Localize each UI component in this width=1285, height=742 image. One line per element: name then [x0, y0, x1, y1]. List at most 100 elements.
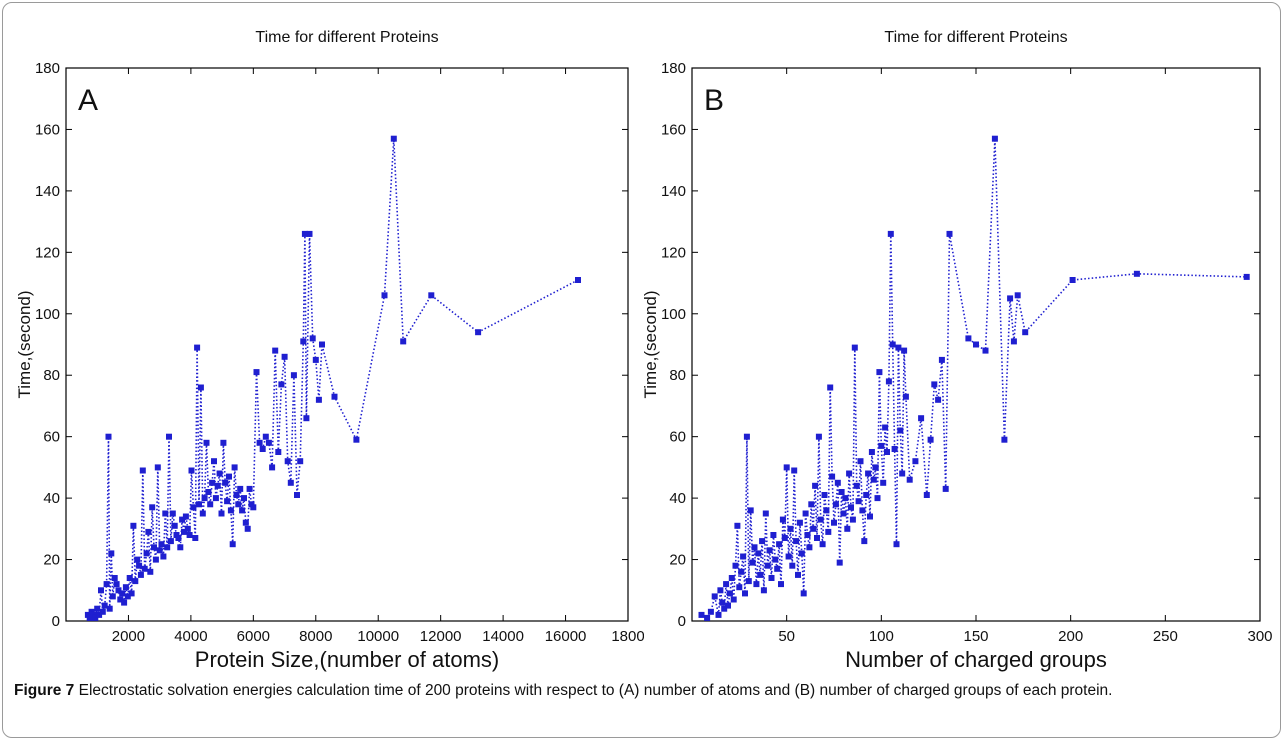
- panel-a-data-point: [220, 439, 227, 446]
- panel-b-data-point: [853, 482, 860, 489]
- panel-b-data-point: [859, 507, 866, 514]
- panel-a-data-point: [94, 605, 101, 612]
- panel-b-data-point: [863, 492, 870, 498]
- panel-b-xtick-label: 100: [869, 628, 894, 645]
- panel-a-data-point: [169, 510, 176, 517]
- panel-a-ytick-label: 100: [35, 306, 60, 323]
- panel-b-data-point: [825, 528, 832, 535]
- panel-a-data-point: [207, 501, 214, 508]
- panel-b-data-point: [717, 587, 724, 594]
- panel-b-data-point: [836, 559, 843, 566]
- panel-a-data-point: [309, 335, 316, 342]
- panel-b-data-point: [897, 427, 904, 434]
- panel-b-data-point: [789, 562, 796, 569]
- panel-b-data-point: [927, 436, 934, 443]
- panel-b-data-point: [751, 544, 758, 551]
- panel-b-data-point: [726, 590, 733, 597]
- panel-a-data-point: [103, 581, 110, 588]
- panel-a-data-point: [331, 393, 338, 400]
- panel-b-data-point: [865, 470, 872, 477]
- panel-b-data-point: [982, 347, 989, 354]
- panel-b-data-point: [1014, 292, 1021, 299]
- panel-a-data-point: [139, 467, 146, 474]
- panel-a-ytick-label: 0: [52, 613, 60, 630]
- panel-b-data-point: [874, 495, 881, 502]
- panel-b-data-point: [861, 538, 868, 545]
- panel-b-data-point: [723, 581, 730, 588]
- panel-b-data-point: [817, 516, 824, 523]
- panel-b-data-point: [821, 492, 828, 498]
- panel-a-data-point: [166, 433, 172, 440]
- panel-b-data-point: [778, 581, 784, 588]
- panel-b-data-point: [889, 341, 896, 348]
- panel-b-data-point: [747, 507, 754, 514]
- panel-b-xtick-label: 250: [1153, 628, 1178, 645]
- panel-a-data-point: [201, 495, 208, 502]
- panel-a-data-point: [390, 135, 397, 142]
- panel-b-data-point: [808, 501, 815, 508]
- panel-b-data-point: [815, 433, 822, 440]
- panel-b-data-point: [880, 479, 887, 486]
- panel-a-data-point: [188, 467, 195, 474]
- panel-a-data-point: [209, 479, 216, 486]
- panel-a-data-point: [124, 593, 131, 600]
- panel-b-ytick-label: 160: [661, 121, 686, 138]
- panel-a-data-point: [126, 575, 133, 581]
- panel-b-data-point: [885, 378, 892, 385]
- panel-b-data-point: [887, 230, 894, 237]
- panel-a-data-point: [301, 230, 308, 237]
- panel-a-data-point: [109, 593, 116, 600]
- panel-b-xtick-label: 50: [778, 628, 795, 645]
- panel-a-data-point: [269, 464, 276, 471]
- panel-a-data-point: [262, 433, 269, 440]
- panel-a-data-point: [154, 464, 161, 471]
- panel-a-data-point: [205, 489, 212, 495]
- panel-a-data-point: [164, 544, 171, 551]
- panel-b-data-point: [734, 522, 741, 529]
- panel-b-data-point: [893, 541, 900, 548]
- panel-b-data-point: [745, 578, 752, 585]
- panel-b-data-point: [719, 599, 726, 606]
- panel-a-data-point: [211, 458, 217, 465]
- panel-a-data-point: [149, 504, 156, 511]
- panel-a-ytick-label: 40: [43, 490, 60, 507]
- panel-a-data-point: [242, 519, 249, 526]
- panel-a-data-point: [192, 535, 199, 541]
- panel-b-ytick-label: 140: [661, 183, 686, 200]
- panel-b-data-point: [738, 568, 745, 575]
- panel-a-xtick-label: 12000: [420, 628, 462, 645]
- panel-a-data-point: [137, 571, 144, 578]
- panel-a-data-point: [99, 608, 106, 615]
- panel-b-data-point: [867, 513, 873, 520]
- panel-b-title: Time for different Proteins: [884, 29, 1067, 46]
- panel-b-data-point: [740, 553, 747, 560]
- panel-a-data-point: [381, 292, 388, 299]
- panel-a-data-point: [111, 575, 118, 581]
- panel-a-data-point: [250, 504, 257, 511]
- panel-b-data-point: [749, 559, 756, 566]
- panel-a-data-point: [121, 599, 128, 606]
- panel-a-data-point: [86, 614, 93, 621]
- panel-a-data-point: [259, 446, 266, 452]
- panel-a-data-point: [158, 541, 165, 548]
- panel-a-ytick-label: 160: [35, 121, 60, 138]
- panel-a-data-point: [134, 556, 141, 563]
- panel-b-data-point: [935, 396, 942, 403]
- panel-a-data-point: [212, 495, 219, 502]
- panel-a-data-point: [224, 498, 231, 505]
- panel-b-data-point: [872, 464, 879, 471]
- panel-b-data-point: [965, 335, 972, 342]
- panel-b-data-point: [779, 516, 786, 523]
- panel-a-data-point: [88, 608, 95, 615]
- panel-b-data-point: [795, 571, 801, 578]
- panel-a-data-point: [218, 510, 225, 517]
- panel-a-data-point: [160, 553, 167, 560]
- panel-b-data-point: [772, 556, 779, 563]
- panel-b-data-point: [991, 135, 998, 142]
- panel-a-data-point: [278, 381, 285, 388]
- panel-a-data-point: [294, 492, 300, 498]
- panel-a-data-point: [108, 550, 115, 557]
- panel-b-ytick-label: 60: [669, 429, 686, 446]
- panel-b-ytick-label: 0: [678, 613, 686, 630]
- panel-a-data-point: [353, 436, 360, 443]
